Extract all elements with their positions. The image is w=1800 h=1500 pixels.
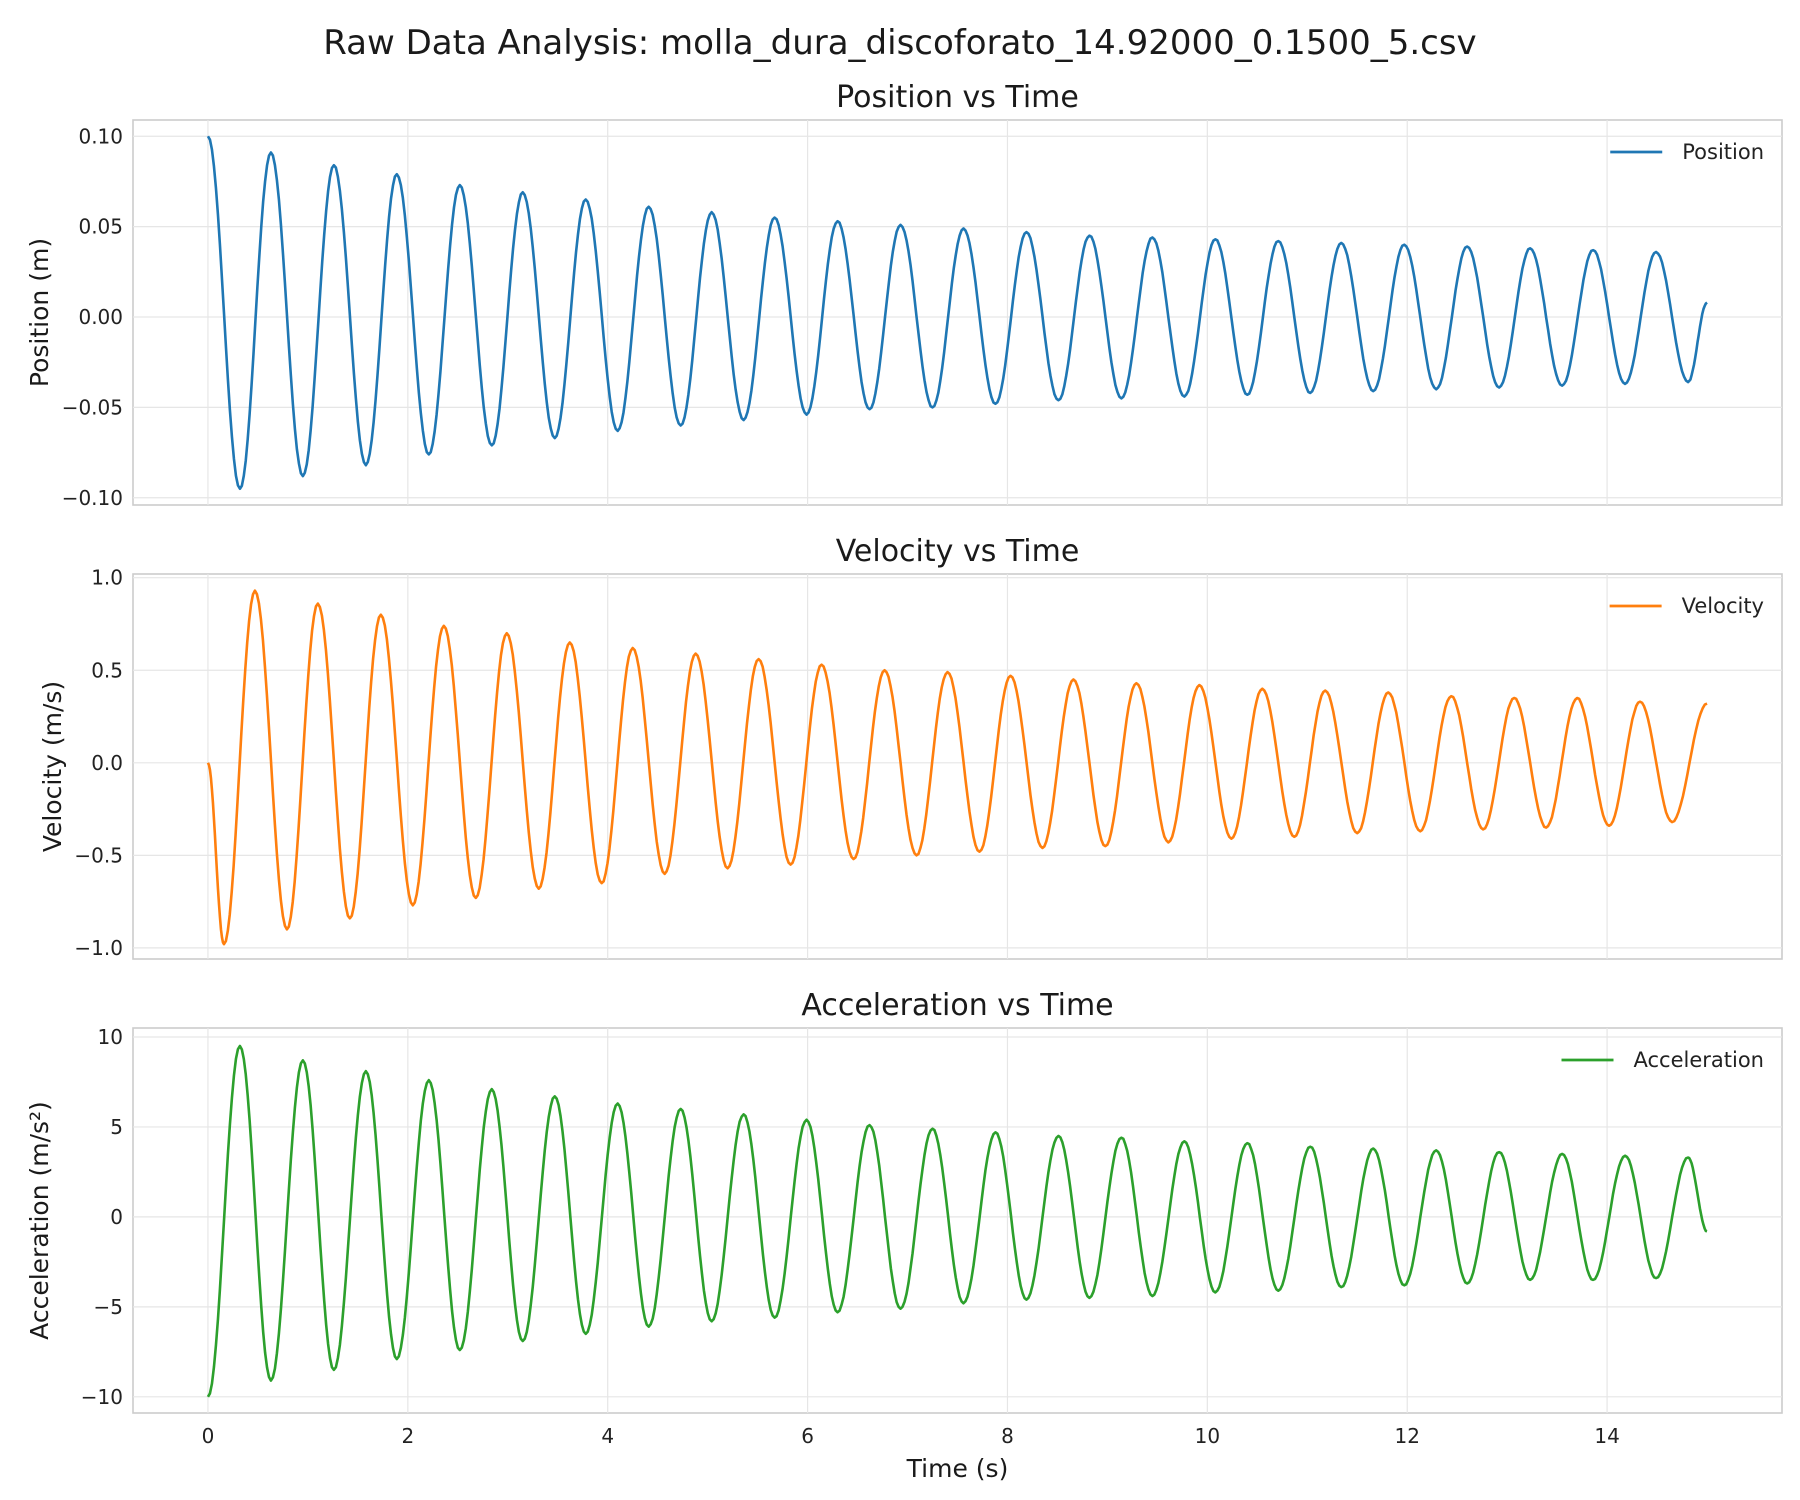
series-line-position xyxy=(206,135,1708,491)
y-tick-label: −1.0 xyxy=(74,936,123,960)
y-tick-label: 0.05 xyxy=(78,215,123,239)
x-tick-label: 12 xyxy=(1395,1424,1420,1448)
panel-title: Velocity vs Time xyxy=(836,534,1080,569)
y-tick-label: −0.05 xyxy=(62,395,123,419)
axes-frame xyxy=(132,1027,1783,1414)
legend-label: Acceleration xyxy=(1634,1048,1765,1072)
x-tick-label: 14 xyxy=(1594,1424,1619,1448)
y-tick-label: 0.10 xyxy=(78,124,123,148)
panel-2: −1.0 −0.5 0.0 0.5 1.0 Velocity vs Time Velocit… xyxy=(38,534,1783,960)
y-tick-label: 1.0 xyxy=(91,566,123,590)
x-tick-label: 4 xyxy=(601,1424,614,1448)
x-tick-label: 10 xyxy=(1195,1424,1220,1448)
legend-label: Position xyxy=(1682,140,1764,164)
panel-title: Position vs Time xyxy=(836,80,1079,115)
panel-1: −0.10 −0.05 0.00 0.05 0.10 Position vs Time Po… xyxy=(25,80,1783,510)
y-tick-label: 5 xyxy=(110,1115,123,1139)
x-tick-label: 6 xyxy=(801,1424,814,1448)
y-axis-label: Acceleration (m/s²) xyxy=(25,1101,54,1340)
y-tick-label: 10 xyxy=(98,1025,123,1049)
y-tick-label: −5 xyxy=(94,1295,123,1319)
y-tick-label: −0.10 xyxy=(62,486,123,510)
x-tick-label: 8 xyxy=(1001,1424,1014,1448)
y-tick-label: −10 xyxy=(81,1385,123,1409)
axes-frame xyxy=(132,573,1783,960)
y-tick-label: −0.5 xyxy=(74,843,123,867)
figure-suptitle: Raw Data Analysis: molla_dura_discoforat… xyxy=(323,23,1476,63)
series-line-velocity xyxy=(206,589,1708,946)
y-tick-label: 0.5 xyxy=(91,658,123,682)
legend-label: Velocity xyxy=(1682,594,1764,618)
x-tick-label: 2 xyxy=(401,1424,414,1448)
panel-title: Acceleration vs Time xyxy=(801,988,1113,1023)
y-tick-label: 0 xyxy=(110,1205,123,1229)
x-tick-label: 0 xyxy=(202,1424,215,1448)
axes-frame xyxy=(132,119,1783,506)
y-tick-label: 0.0 xyxy=(91,751,123,775)
y-axis-label: Velocity (m/s) xyxy=(38,681,67,852)
series-line-acceleration xyxy=(206,1044,1708,1398)
y-tick-label: 0.00 xyxy=(78,305,123,329)
panel-3: −10 −5 0 5 10 0 2 4 6 8 10 12 14 Acceleration vs Time… xyxy=(25,988,1783,1483)
x-axis-label: Time (s) xyxy=(906,1454,1009,1483)
y-axis-label: Position (m) xyxy=(25,238,54,387)
